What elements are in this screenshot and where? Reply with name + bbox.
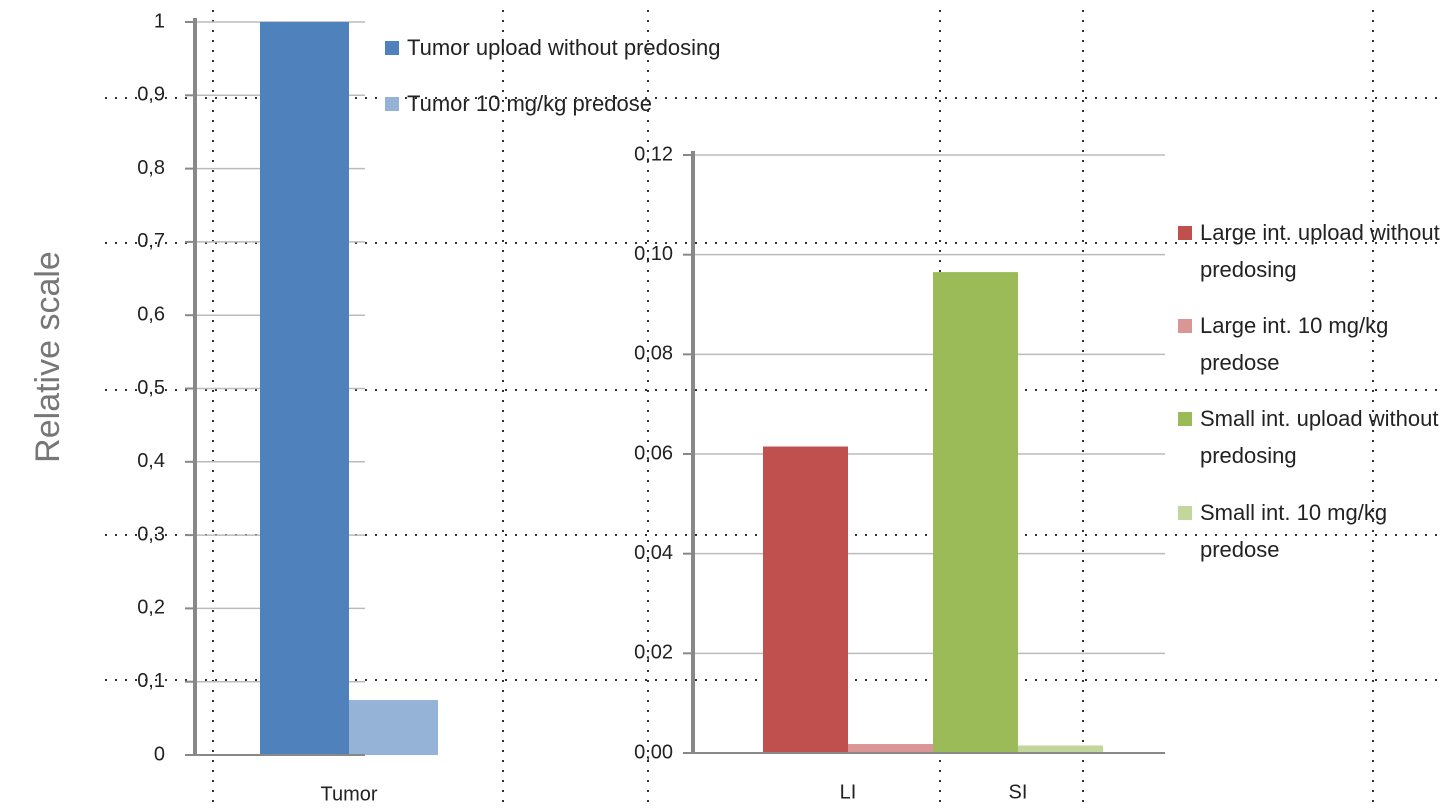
y-tick-label: 0,08	[634, 343, 673, 365]
legend-label: Tumor upload without predosing	[407, 35, 720, 60]
legend-entry: Tumor upload without predosing	[385, 29, 867, 66]
legend-entry: Small int. upload without predosing	[1178, 400, 1440, 474]
y-tick-label: 0,7	[137, 230, 165, 252]
legend-swatch	[1178, 319, 1192, 333]
legend-swatch	[1178, 412, 1192, 426]
bar	[933, 272, 1018, 753]
bar	[1018, 746, 1103, 753]
y-tick-label: 0,3	[137, 523, 165, 545]
legend-swatch	[385, 97, 399, 111]
y-tick-label: 0,9	[137, 84, 165, 106]
legend-label: Small int. upload without predosing	[1200, 406, 1438, 468]
legend-label: Small int. 10 mg/kg predose	[1200, 500, 1387, 562]
y-tick-label: 0,8	[137, 157, 165, 179]
y-tick-label: 0,06	[634, 442, 673, 464]
y-tick-label: 0,02	[634, 642, 673, 664]
y-tick-label: 0,04	[634, 542, 673, 564]
bar	[260, 22, 349, 755]
legend-label: Tumor 10 mg/kg predose	[407, 91, 652, 116]
y-tick-label: 0,5	[137, 377, 165, 399]
bar	[349, 700, 438, 755]
x-tick-label: Tumor	[320, 783, 377, 805]
legend-entry: Small int. 10 mg/kg predose	[1178, 494, 1440, 568]
x-tick-label: LI	[840, 781, 857, 803]
y-tick-label: 0,1	[137, 670, 165, 692]
x-tick-label: SI	[1009, 781, 1028, 803]
legend-entry: Large int. 10 mg/kg predose	[1178, 307, 1440, 381]
bar	[848, 744, 933, 753]
legend-label: Large int. upload without predosing	[1200, 220, 1440, 282]
bar	[763, 447, 848, 753]
y-tick-label: 0,6	[137, 303, 165, 325]
y-tick-label: 0,4	[137, 450, 165, 472]
legend-label: Large int. 10 mg/kg predose	[1200, 313, 1388, 375]
legend-swatch	[385, 41, 399, 55]
legend-swatch	[1178, 506, 1192, 520]
legend-swatch	[1178, 226, 1192, 240]
y-axis-label: Relative scale	[29, 251, 67, 463]
legend-entry: Tumor 10 mg/kg predose	[385, 85, 867, 122]
y-tick-label: 0,2	[137, 597, 165, 619]
y-tick-label: 1	[154, 10, 165, 32]
y-tick-label: 0	[154, 743, 165, 765]
y-tick-label: 0,00	[634, 741, 673, 763]
y-tick-label: 0,12	[634, 143, 673, 165]
y-tick-label: 0,10	[634, 243, 673, 265]
legend-entry: Large int. upload without predosing	[1178, 214, 1440, 288]
